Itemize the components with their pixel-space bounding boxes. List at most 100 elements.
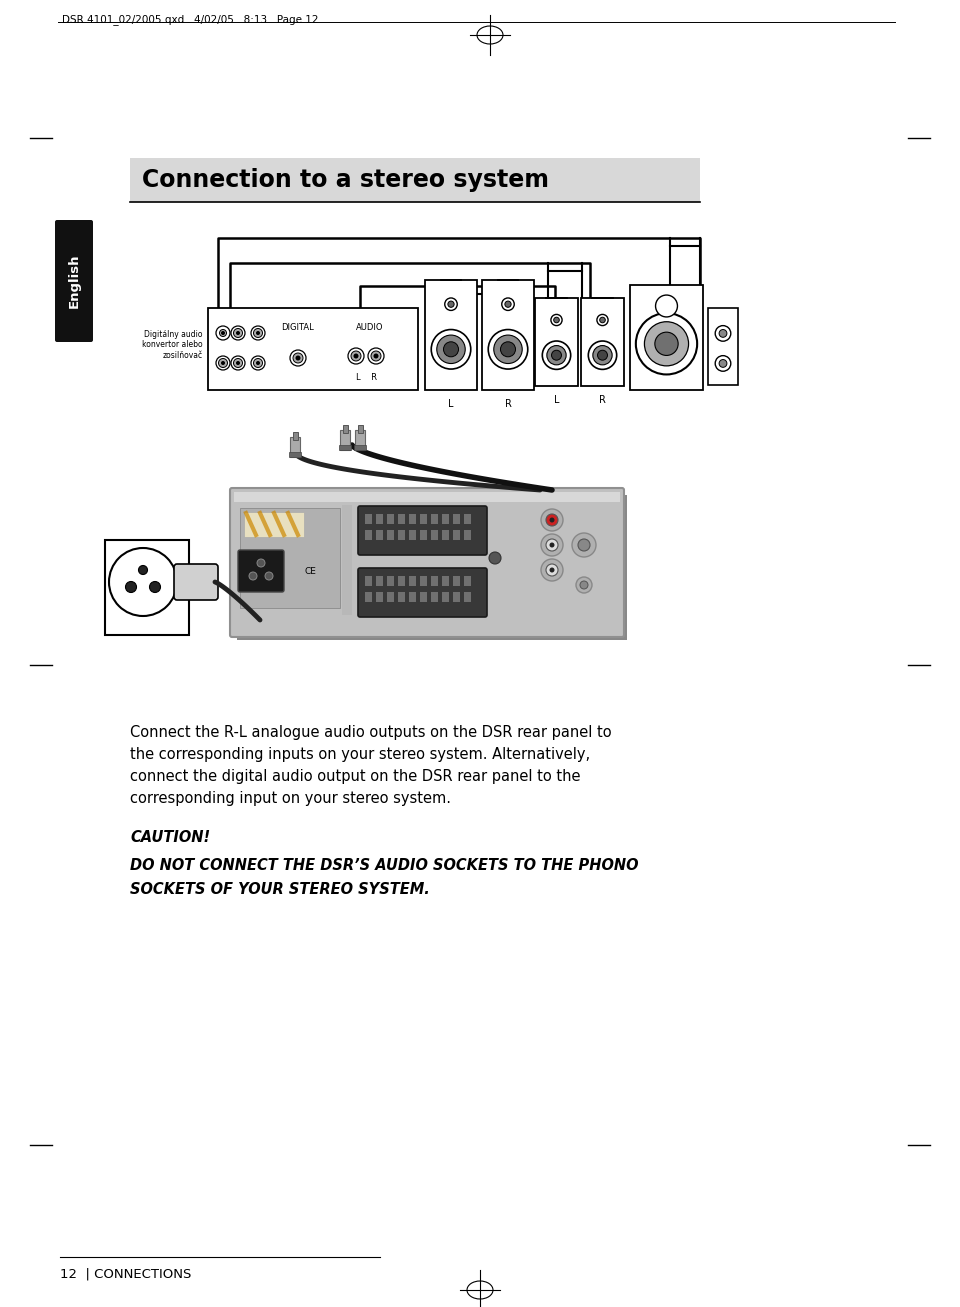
Circle shape	[109, 548, 177, 616]
Bar	[234, 491, 620, 502]
Bar	[420, 576, 427, 586]
FancyBboxPatch shape	[174, 565, 218, 600]
Bar	[442, 531, 449, 540]
Circle shape	[719, 359, 727, 367]
Circle shape	[219, 358, 228, 367]
Circle shape	[580, 582, 588, 589]
Bar	[340, 430, 350, 450]
Circle shape	[253, 358, 262, 367]
Circle shape	[502, 298, 515, 311]
FancyBboxPatch shape	[230, 488, 624, 637]
Bar	[464, 531, 471, 540]
Circle shape	[448, 301, 454, 307]
Circle shape	[505, 301, 511, 307]
Text: CE: CE	[304, 567, 316, 576]
Bar	[289, 452, 301, 457]
Circle shape	[636, 314, 697, 375]
Circle shape	[371, 352, 381, 361]
Bar	[365, 514, 372, 524]
Bar	[357, 425, 363, 433]
Bar	[376, 514, 383, 524]
Bar	[365, 592, 372, 603]
Bar	[431, 514, 438, 524]
Circle shape	[541, 559, 563, 582]
Circle shape	[236, 361, 240, 365]
Circle shape	[546, 514, 558, 525]
Circle shape	[489, 329, 528, 369]
Circle shape	[296, 356, 300, 361]
Circle shape	[444, 342, 459, 357]
Circle shape	[216, 356, 230, 370]
Text: corresponding input on your stereo system.: corresponding input on your stereo syste…	[130, 791, 451, 806]
Circle shape	[444, 298, 457, 311]
Circle shape	[552, 350, 562, 361]
Text: Digitálny audio
konvertor alebo
zosilňovač: Digitálny audio konvertor alebo zosilňov…	[142, 329, 203, 359]
Circle shape	[541, 535, 563, 555]
Circle shape	[233, 358, 243, 367]
Bar	[453, 531, 460, 540]
Bar	[420, 531, 427, 540]
Text: Connection to a stereo system: Connection to a stereo system	[142, 169, 549, 192]
Bar	[581, 298, 624, 386]
Bar	[464, 576, 471, 586]
Circle shape	[290, 350, 306, 366]
Bar	[398, 514, 405, 524]
Bar	[409, 531, 416, 540]
Bar	[420, 514, 427, 524]
Bar	[387, 531, 394, 540]
Circle shape	[549, 542, 555, 548]
Bar	[431, 576, 438, 586]
Text: DIGITAL: DIGITAL	[281, 323, 314, 332]
Text: the corresponding inputs on your stereo system. Alternatively,: the corresponding inputs on your stereo …	[130, 748, 590, 762]
Circle shape	[256, 361, 260, 365]
Bar	[376, 592, 383, 603]
Circle shape	[655, 332, 678, 356]
Text: L    R: L R	[356, 372, 377, 382]
Bar	[387, 576, 394, 586]
Bar	[464, 592, 471, 603]
Circle shape	[549, 518, 555, 523]
Circle shape	[588, 341, 616, 370]
Circle shape	[431, 329, 470, 369]
Circle shape	[600, 318, 606, 323]
Circle shape	[150, 582, 160, 592]
Text: connect the digital audio output on the DSR rear panel to the: connect the digital audio output on the …	[130, 769, 581, 784]
Circle shape	[656, 295, 678, 318]
Bar	[398, 531, 405, 540]
FancyBboxPatch shape	[238, 550, 284, 592]
FancyBboxPatch shape	[358, 569, 487, 617]
Text: L: L	[448, 399, 454, 409]
Text: English: English	[67, 254, 81, 308]
Bar	[376, 531, 383, 540]
Bar	[398, 576, 405, 586]
Bar	[442, 592, 449, 603]
Circle shape	[231, 325, 245, 340]
Circle shape	[126, 582, 136, 592]
Bar	[105, 540, 189, 635]
Bar	[453, 514, 460, 524]
Circle shape	[251, 325, 265, 340]
Circle shape	[251, 356, 265, 370]
Text: R: R	[599, 395, 606, 405]
Bar	[365, 576, 372, 586]
Bar	[482, 280, 534, 389]
Bar	[409, 576, 416, 586]
Bar	[425, 280, 477, 389]
Text: DO NOT CONNECT THE DSR’S AUDIO SOCKETS TO THE PHONO: DO NOT CONNECT THE DSR’S AUDIO SOCKETS T…	[130, 857, 638, 873]
Bar	[376, 576, 383, 586]
Circle shape	[593, 345, 612, 365]
Circle shape	[546, 565, 558, 576]
Circle shape	[216, 325, 230, 340]
Text: SOCKETS OF YOUR STEREO SYSTEM.: SOCKETS OF YOUR STEREO SYSTEM.	[130, 882, 430, 897]
Circle shape	[249, 572, 257, 580]
Bar	[708, 308, 738, 386]
Bar	[431, 592, 438, 603]
Circle shape	[437, 335, 466, 363]
Circle shape	[351, 352, 361, 361]
Bar	[290, 437, 300, 457]
Text: CAUTION!: CAUTION!	[130, 830, 210, 846]
Circle shape	[597, 315, 608, 325]
Circle shape	[578, 538, 590, 552]
Circle shape	[549, 567, 555, 572]
Circle shape	[348, 348, 364, 365]
